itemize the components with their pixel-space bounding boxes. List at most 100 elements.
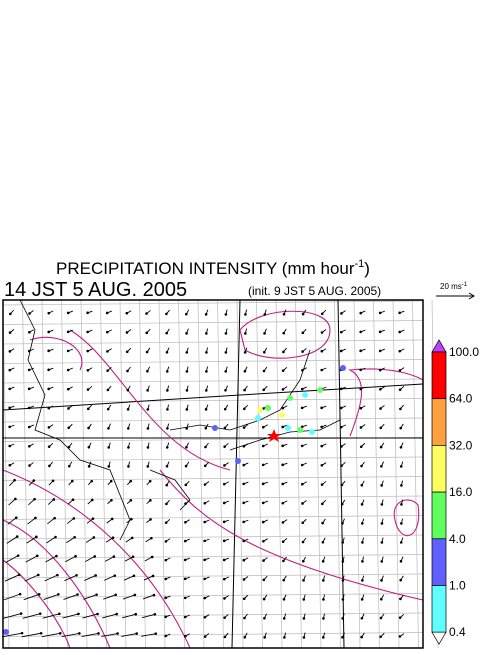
wind-head xyxy=(398,311,401,315)
grid-line xyxy=(2,398,424,403)
wind-head xyxy=(340,445,343,448)
wind-head xyxy=(67,426,71,430)
wind-head xyxy=(86,388,90,391)
wind-head xyxy=(203,539,206,543)
wind-head xyxy=(184,634,187,638)
wind-head xyxy=(359,387,363,391)
wind-vector xyxy=(2,613,22,619)
colorbar-band xyxy=(431,351,447,400)
precip-spot xyxy=(309,429,315,435)
wind-head xyxy=(70,479,74,483)
wind-head xyxy=(125,331,129,334)
coastline xyxy=(229,419,341,451)
wind-head xyxy=(282,578,286,582)
wind-head xyxy=(185,332,188,335)
grid-line xyxy=(2,299,10,649)
wind-head xyxy=(28,444,31,448)
wind-head xyxy=(86,368,90,372)
wind-head xyxy=(242,578,246,581)
wind-head xyxy=(281,540,285,543)
wind-head xyxy=(380,522,384,525)
wind-head xyxy=(184,483,188,487)
wind-head xyxy=(91,517,95,520)
wind-head xyxy=(359,426,363,429)
wind-head xyxy=(164,615,167,619)
wind-head xyxy=(112,555,116,558)
wind-head xyxy=(320,425,323,429)
grid-line xyxy=(2,612,424,618)
wind-head xyxy=(223,407,227,411)
colorbar-band xyxy=(431,538,447,586)
wind-head xyxy=(302,579,305,582)
wind-head xyxy=(48,464,51,468)
wind-head xyxy=(243,616,246,620)
wind-head xyxy=(74,554,77,558)
wind-head xyxy=(360,464,363,468)
wind-head xyxy=(20,631,24,635)
wind-head xyxy=(146,408,150,411)
wind-head xyxy=(281,425,284,429)
wind-head xyxy=(320,368,324,372)
grid-line xyxy=(22,299,29,649)
wind-head xyxy=(361,541,364,544)
wind-head xyxy=(110,498,113,502)
grid-line xyxy=(353,299,361,649)
wind-head xyxy=(301,540,305,544)
wind-vector xyxy=(7,517,17,525)
wind-head xyxy=(301,312,305,316)
wind-head xyxy=(86,311,89,315)
wind-head xyxy=(281,444,284,448)
wind-head xyxy=(339,330,343,334)
wind-head xyxy=(223,616,226,619)
wind-head xyxy=(146,446,150,449)
wind-head xyxy=(321,502,324,506)
wind-head xyxy=(111,536,115,539)
wind-head xyxy=(341,521,344,525)
wind-head xyxy=(359,349,362,353)
wind-vector xyxy=(45,555,57,563)
wind-head xyxy=(204,426,208,430)
wind-head xyxy=(379,616,383,620)
wind-head xyxy=(341,560,345,563)
wind-vector xyxy=(121,633,137,637)
wind-head xyxy=(262,369,266,373)
wind-head xyxy=(400,484,403,487)
wind-vector xyxy=(123,594,135,600)
wind-head xyxy=(262,597,266,601)
wind-head xyxy=(77,612,80,616)
wind-head xyxy=(47,311,51,315)
wind-head xyxy=(378,311,382,315)
wind-head xyxy=(95,593,98,596)
wind-vector xyxy=(143,575,154,581)
precip-spot xyxy=(340,365,346,371)
wind-head xyxy=(205,351,208,354)
wind-head xyxy=(165,483,169,487)
wind-head xyxy=(243,351,247,354)
wind-head xyxy=(107,426,110,430)
wind-head xyxy=(75,574,78,577)
wind-head xyxy=(8,406,11,410)
vector-scale: 20 ms-1 xyxy=(440,282,468,291)
wind-head xyxy=(185,408,189,411)
wind-vector xyxy=(141,633,156,637)
wind-head xyxy=(165,464,169,468)
wind-head xyxy=(302,559,305,563)
wind-head xyxy=(262,540,265,543)
wind-head xyxy=(322,617,325,620)
colorbar-label: 64.0 xyxy=(449,392,473,406)
wind-head xyxy=(242,520,245,524)
wind-head xyxy=(398,349,402,353)
wind-head xyxy=(153,613,157,616)
wind-head xyxy=(133,593,137,597)
wind-head xyxy=(203,635,207,638)
wind-head xyxy=(150,555,154,559)
wind-head xyxy=(92,536,96,539)
wind-head xyxy=(14,516,18,519)
wind-head xyxy=(398,388,402,391)
wind-head xyxy=(300,463,304,467)
wind-head xyxy=(135,632,138,635)
wind-head xyxy=(67,464,71,468)
wind-vector xyxy=(44,574,58,582)
wind-head xyxy=(300,406,304,410)
wind-head xyxy=(398,635,402,638)
